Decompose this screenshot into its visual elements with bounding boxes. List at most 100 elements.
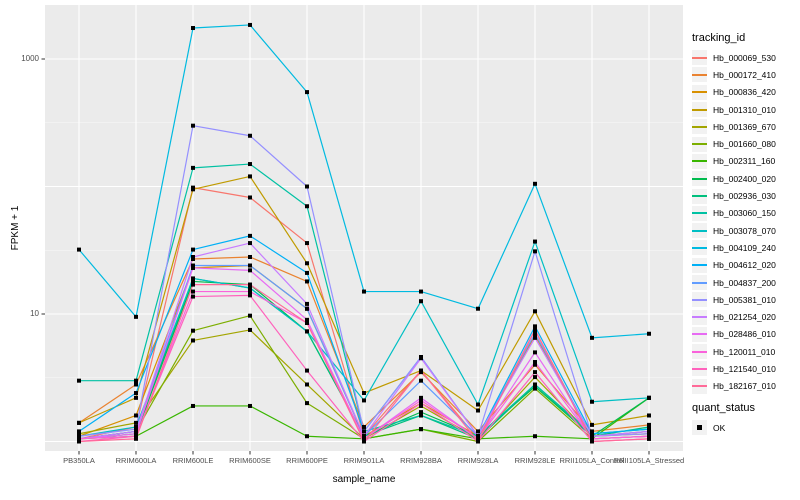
legend-item-label: Hb_002400_020 [713, 173, 776, 184]
legend-item-label: Hb_002936_030 [713, 191, 776, 202]
data-point [533, 239, 537, 244]
data-point [476, 402, 480, 407]
data-point [533, 324, 537, 329]
legend-item: Hb_001369_670 [692, 118, 776, 135]
legend-item-label: Hb_182167_010 [713, 381, 776, 392]
legend-line-swatch [692, 195, 707, 198]
data-point [191, 294, 195, 299]
data-point [191, 257, 195, 262]
data-point [134, 429, 138, 434]
data-point [362, 391, 366, 396]
data-point [191, 289, 195, 294]
data-point [77, 378, 81, 383]
legend-key [692, 292, 707, 308]
legend-item: Hb_121540_010 [692, 360, 776, 377]
legend-item: Hb_004612_020 [692, 257, 776, 274]
x-tick-label: RRIM600LA [115, 456, 157, 465]
data-point [647, 395, 651, 400]
data-point [533, 370, 537, 375]
data-point [647, 422, 651, 427]
legend-item-label: Hb_003060_150 [713, 208, 776, 219]
data-point [590, 399, 594, 404]
data-point [362, 436, 366, 441]
legend-key [692, 153, 707, 169]
data-point [419, 289, 423, 294]
legend-line-swatch [692, 350, 707, 353]
data-point [77, 247, 81, 252]
legend-item: Hb_001660_080 [692, 135, 776, 152]
legend-item: Hb_182167_010 [692, 378, 776, 395]
legend-key [692, 361, 707, 377]
x-tick-label: RRIM901LA [343, 456, 385, 465]
y-axis-title: FPKM + 1 [10, 205, 21, 251]
legend-item-label: Hb_000069_530 [713, 52, 776, 63]
data-point [248, 282, 252, 287]
data-point [77, 420, 81, 425]
data-point [590, 439, 594, 444]
data-point [533, 249, 537, 254]
legend-item-label: Hb_004109_240 [713, 242, 776, 253]
data-point [419, 403, 423, 408]
legend-item: Hb_005381_010 [692, 291, 776, 308]
legend-item: Hb_002400_020 [692, 170, 776, 187]
data-point [590, 429, 594, 434]
data-point [248, 327, 252, 332]
data-point [191, 123, 195, 128]
data-point [134, 434, 138, 439]
data-point [419, 401, 423, 406]
legend-line-swatch [692, 298, 707, 301]
legend-item: Hb_001310_010 [692, 101, 776, 118]
legend-line-swatch [692, 108, 707, 111]
data-point [248, 133, 252, 138]
data-point [305, 279, 309, 284]
data-point [533, 350, 537, 355]
legend-line-swatch [692, 212, 707, 215]
data-point [191, 254, 195, 259]
data-point [134, 314, 138, 319]
data-point [362, 289, 366, 294]
data-point [191, 276, 195, 281]
data-point [248, 22, 252, 27]
data-point [533, 375, 537, 380]
data-point [476, 434, 480, 439]
data-point [590, 335, 594, 340]
data-point [191, 403, 195, 408]
data-point [134, 391, 138, 396]
data-point [77, 436, 81, 441]
data-point [647, 431, 651, 436]
legend-item-label: OK [713, 422, 726, 433]
data-point [647, 436, 651, 441]
data-point [191, 247, 195, 252]
data-point [248, 162, 252, 167]
data-point [305, 184, 309, 189]
data-point [533, 362, 537, 367]
data-point [134, 382, 138, 387]
data-point [191, 328, 195, 333]
legend-key [692, 309, 707, 325]
data-point [305, 401, 309, 406]
y-tick-label-1000: 1000 [21, 54, 39, 63]
legend-line-swatch [692, 367, 707, 370]
x-tick-label: RRIM600SE [229, 456, 271, 465]
x-tick-label: RRIM928LE [514, 456, 556, 465]
data-point [248, 174, 252, 179]
data-point [419, 413, 423, 418]
legend-item-label: Hb_001660_080 [713, 139, 776, 150]
legend-item-label: Hb_001310_010 [713, 104, 776, 115]
data-point [305, 204, 309, 209]
x-tick-label: RRII105LA_Stressed [613, 456, 685, 465]
legend-item-label: Hb_000836_420 [713, 87, 776, 98]
x-axis-title: sample_name [332, 474, 396, 485]
data-point [533, 360, 537, 365]
data-point [476, 306, 480, 311]
legend-item-label: Hb_121540_010 [713, 363, 776, 374]
x-tick-label: RRIM600LE [172, 456, 214, 465]
legend-key [692, 119, 707, 135]
data-point [419, 427, 423, 432]
data-point [362, 429, 366, 434]
data-point [476, 408, 480, 413]
legend-key [692, 223, 707, 239]
legend-item-label: Hb_028486_010 [713, 329, 776, 340]
data-point [248, 403, 252, 408]
